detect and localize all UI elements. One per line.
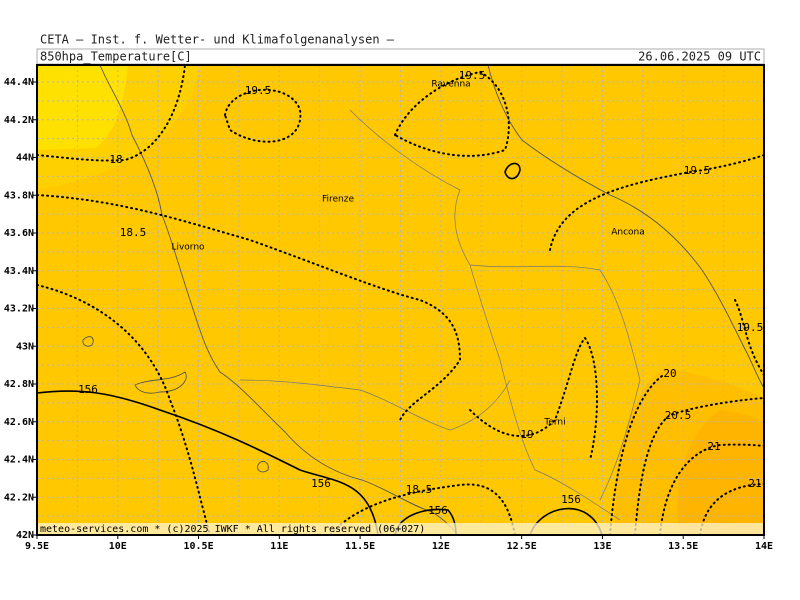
header-institute: CETA — Inst. f. Wetter- und Klimafolgena… [40, 33, 395, 47]
contour-label: 19.5 [684, 164, 711, 177]
footer-band [37, 523, 764, 535]
contour-label: 20.5 [665, 409, 692, 422]
isotherm [609, 375, 663, 536]
geography [82, 64, 765, 536]
x-tick-label: 9.5E [25, 541, 49, 552]
header-time: 26.06.2025 09 UTC [638, 50, 761, 64]
contour-label: 18 [109, 153, 122, 166]
contour-label: 18.5 [120, 226, 147, 239]
x-tick-label: 14E [755, 541, 773, 552]
region-border [239, 379, 511, 431]
city-label: Livorno [171, 243, 205, 253]
y-tick-label: 42.2N [4, 492, 34, 503]
y-tick-label: 44.2N [4, 115, 34, 126]
city-label: Ancona [611, 228, 645, 238]
x-tick-label: 10E [109, 541, 127, 552]
contour-label: 18.5 [406, 483, 433, 496]
contour-label: 19.5 [245, 84, 272, 97]
island [82, 336, 94, 347]
x-tick-label: 12.5E [507, 541, 537, 552]
contour-label: 19 [520, 428, 533, 441]
region-border [469, 264, 641, 501]
footer: meteo-services.com * (c)2025 IWKF * All … [40, 524, 425, 535]
contour-label: 20 [663, 367, 676, 380]
y-tick-label: 43.8N [4, 190, 34, 201]
contour-label: 156 [311, 477, 331, 490]
island-elba [134, 371, 187, 394]
x-tick-label: 13.5E [668, 541, 698, 552]
y-tick-label: 42.4N [4, 455, 34, 466]
contour-label: 19.5 [737, 321, 764, 334]
city-label: Firenze [322, 195, 354, 205]
isotherm [549, 154, 765, 251]
isotherm [36, 194, 462, 421]
x-tick-label: 13E [593, 541, 611, 552]
coastline-west [99, 64, 459, 536]
y-tick-label: 44.4N [4, 77, 34, 88]
isotherm [223, 89, 302, 143]
island [257, 460, 269, 473]
y-tick-label: 43.2N [4, 304, 34, 315]
map-frame [36, 64, 765, 536]
x-tick-label: 11E [270, 541, 288, 552]
isotherm [469, 336, 598, 461]
contour-labels: 19.5 19.5 19.5 19.5 18 18.5 18.5 20 20.5… [78, 69, 763, 517]
city-label: Terni [543, 418, 565, 428]
x-tick-label: 11.5E [345, 541, 375, 552]
y-tick-label: 44N [16, 153, 34, 164]
isotherm [36, 64, 186, 162]
contour-label: 156 [561, 493, 581, 506]
isotherm [393, 70, 510, 157]
geopotential-line [36, 390, 379, 536]
y-tick-label: 43.6N [4, 228, 34, 239]
header-field: 850hpa_Temperature[C] [40, 50, 192, 64]
isotherm [734, 299, 765, 376]
y-tick-label: 42.8N [4, 379, 34, 390]
y-tick-label: 42.6N [4, 417, 34, 428]
axis-ticks: 9.5E 10E 10.5E 11E 11.5E 12E 12.5E 13E 13.5E 14E 4… [4, 77, 773, 552]
x-tick-label: 10.5E [184, 541, 214, 552]
y-tick-label: 43N [16, 341, 34, 352]
coastline-east [487, 64, 765, 389]
geo-closed [504, 162, 521, 180]
shade-dark [677, 410, 764, 535]
y-tick-label: 43.4N [4, 266, 34, 277]
contour-label: 19.5 [459, 69, 486, 82]
shade-yellow [37, 65, 128, 150]
contour-label: 156 [78, 383, 98, 396]
y-tick-label: 42N [16, 530, 34, 541]
isotherm [634, 397, 765, 536]
x-tick-label: 12E [432, 541, 450, 552]
cities: Ravenna Firenze Livorno Ancona Terni [171, 80, 644, 428]
city-label: Ravenna [431, 80, 470, 90]
contour-label: 21 [707, 440, 720, 453]
contour-label: 156 [428, 504, 448, 517]
region-border [349, 109, 621, 521]
contour-label: 21 [748, 477, 761, 490]
